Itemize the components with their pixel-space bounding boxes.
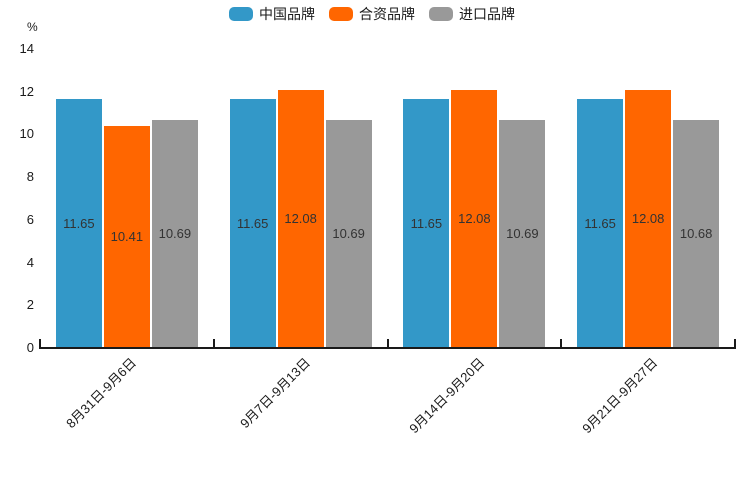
bar-value-label: 10.41 xyxy=(110,228,144,244)
x-axis-tick xyxy=(560,339,563,347)
legend-item-label: 合资品牌 xyxy=(359,6,415,22)
bar xyxy=(577,99,624,348)
y-axis-tick-label: 2 xyxy=(26,297,34,313)
bar xyxy=(229,99,276,348)
legend-item-label: 进口品牌 xyxy=(459,6,515,22)
bar-value-label: 12.08 xyxy=(284,211,317,226)
legend-item: 进口品牌 xyxy=(429,6,515,22)
x-axis-tick xyxy=(734,339,736,347)
legend-swatch-icon xyxy=(329,7,353,21)
legend: 中国品牌 合资品牌 进口品牌 xyxy=(0,6,744,22)
x-axis-tick xyxy=(212,339,215,347)
legend-item: 合资品牌 xyxy=(329,6,415,22)
x-axis-category-label: 9月21日-9月27日 xyxy=(579,355,661,437)
bar xyxy=(151,119,198,348)
bar xyxy=(277,90,324,348)
bar xyxy=(673,119,720,348)
bar xyxy=(103,125,150,348)
bar xyxy=(403,99,450,348)
x-axis-category-label: 9月7日-9月13日 xyxy=(237,355,314,432)
x-axis-line xyxy=(39,347,736,349)
y-axis-tick-label: 6 xyxy=(26,211,34,227)
x-axis-tick xyxy=(386,339,389,347)
x-axis-category-label: 9月14日-9月20日 xyxy=(405,355,487,437)
y-axis-unit-label: % xyxy=(27,20,38,34)
y-axis-tick-label: 14 xyxy=(19,41,34,56)
y-axis-tick-label: 0 xyxy=(26,340,34,355)
bar xyxy=(499,119,546,348)
legend-item: 中国品牌 xyxy=(229,6,315,22)
bar-value-label: 11.65 xyxy=(63,215,95,231)
legend-item-label: 中国品牌 xyxy=(259,6,315,22)
bar-value-label: 11.65 xyxy=(236,215,269,231)
y-axis-tick-label: 4 xyxy=(26,254,34,270)
bar-value-label: 10.69 xyxy=(332,225,365,241)
bar-value-label: 12.08 xyxy=(458,211,491,226)
bar xyxy=(451,90,498,348)
y-axis-tick-label: 10 xyxy=(19,126,34,142)
x-axis-tick xyxy=(39,339,41,347)
bar xyxy=(625,90,672,348)
bar-value-label: 10.69 xyxy=(506,225,539,241)
bar-value-label: 11.65 xyxy=(410,215,443,231)
y-axis-tick-label: 12 xyxy=(19,83,34,99)
bar-value-label: 10.68 xyxy=(679,225,713,241)
x-axis-category-label: 8月31日-9月6日 xyxy=(63,355,140,432)
legend-swatch-icon xyxy=(229,7,253,21)
bar-value-label: 12.08 xyxy=(631,211,665,226)
bar xyxy=(325,119,372,348)
bar-value-label: 11.65 xyxy=(584,215,616,231)
y-axis-tick-label: 8 xyxy=(26,169,34,185)
bar-value-label: 10.69 xyxy=(158,225,192,241)
bar xyxy=(55,99,102,348)
legend-swatch-icon xyxy=(429,7,453,21)
